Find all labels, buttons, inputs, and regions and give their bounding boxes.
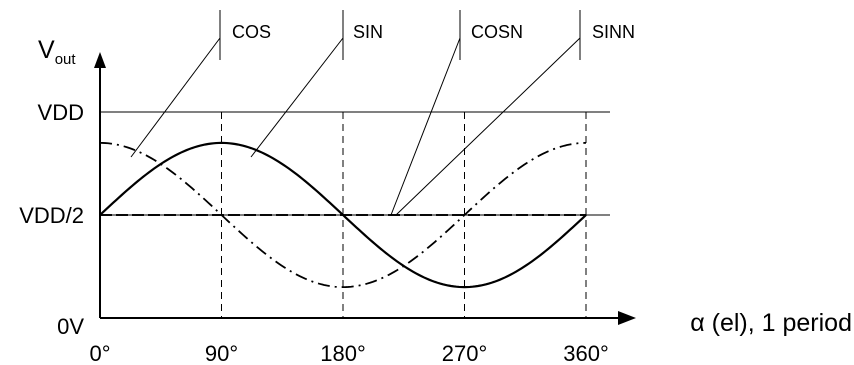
x-tick-label: 90°: [205, 341, 238, 365]
y-axis-title-main: V: [38, 36, 55, 64]
sinn-series-label: SINN: [592, 22, 635, 42]
cos-series-label: COS: [232, 22, 271, 42]
x-tick-labels: 0° 90° 180° 270° 360°: [89, 341, 608, 365]
cosn-leader: [391, 38, 460, 215]
sinn-leader: [396, 38, 580, 215]
x-axis-arrow: [618, 311, 636, 325]
y-tick-label-vdd-half: VDD/2: [19, 203, 84, 228]
y-axis-title-sub: out: [55, 51, 77, 68]
x-tick-label: 270°: [442, 341, 488, 365]
y-tick-label-vdd: VDD: [38, 100, 84, 125]
sin-series-label: SIN: [353, 22, 383, 42]
x-tick-label: 0°: [89, 341, 110, 365]
y-tick-label-0v: 0V: [57, 314, 84, 339]
cosn-series-label: COSN: [471, 22, 523, 42]
cos-leader: [131, 38, 220, 157]
x-axis-title: α (el), 1 period: [690, 309, 852, 337]
y-axis-arrow: [94, 52, 106, 68]
x-tick-label: 360°: [563, 341, 609, 365]
y-axis-title: Vout: [38, 36, 76, 68]
sin-leader: [251, 38, 343, 157]
x-tick-label: 180°: [320, 341, 366, 365]
